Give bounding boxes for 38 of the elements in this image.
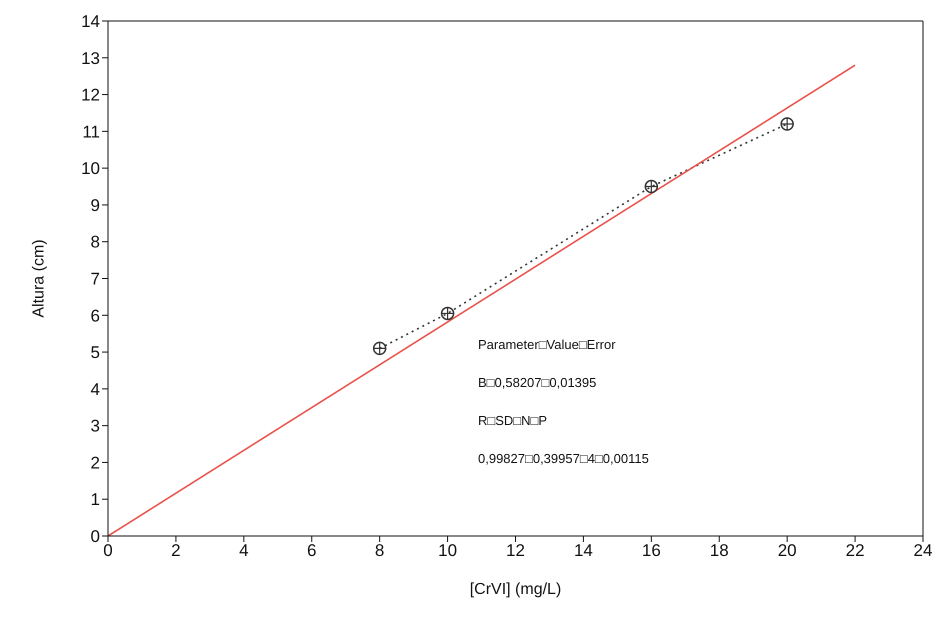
y-tick-label: 3 [90,416,100,436]
point [372,342,386,356]
point [644,180,658,194]
annotation: B□0,58207□0,01395 [478,374,598,392]
x-tick-label: 8 [374,541,384,560]
y-tick-label: 9 [90,196,100,215]
y-tick-label: 13 [81,48,100,68]
x-tick-label: 0 [103,541,113,560]
annotation: 0,99827□0,39957□4□0,00115 [478,450,649,468]
x-tick-label: 24 [914,541,932,560]
x-tick-label: 14 [574,541,593,560]
x-tick-label: 10 [438,541,458,560]
x-tick-label: 18 [710,541,729,560]
y-tick-label: 8 [90,232,100,252]
x-tick-label: 16 [642,541,661,560]
y-tick-label: 11 [82,122,100,142]
y-axis-title: Altura (cm) [30,239,48,318]
x-axis-title: [CrVI] (mg/L) [470,581,562,598]
y-tick-label: 6 [90,306,100,326]
x-tick-label: 4 [239,541,249,560]
y-tick-label: 10 [81,159,100,178]
annotation: Parameter□Value□Error [478,336,617,354]
x-tick-label: 2 [171,541,181,560]
y-tick-label: 5 [90,343,100,362]
x-tick-label: 22 [846,541,865,560]
point [780,117,794,131]
x-tick-label: 6 [307,541,316,560]
x-tick-label: 12 [506,541,525,560]
point [440,306,454,320]
y-tick-label: 7 [90,270,100,289]
y-tick-label: 2 [90,453,100,472]
y-tick-label: 1 [90,490,100,510]
y-tick-label: 4 [90,380,100,399]
y-tick-label: 14 [81,12,100,32]
annotation: R□SD□N□P [478,412,548,430]
y-tick-label: 12 [81,86,100,105]
x-tick-label: 20 [778,541,797,560]
y-tick-label: 0 [90,527,100,546]
